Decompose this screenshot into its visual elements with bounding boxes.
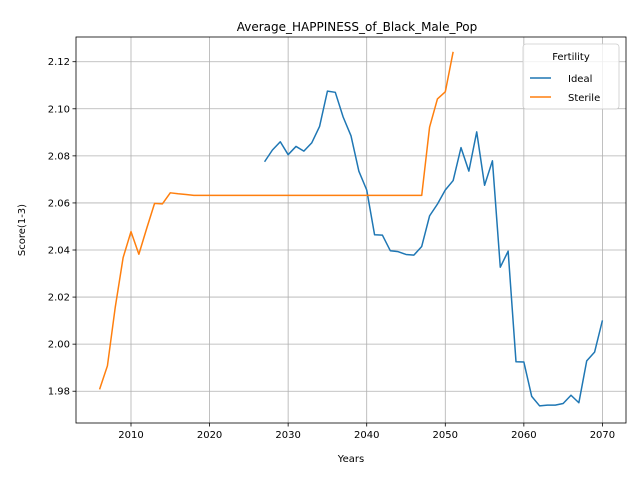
y-tick-label: 2.08: [48, 151, 70, 162]
legend-label-sterile: Sterile: [568, 93, 600, 104]
plot-frame: [75, 36, 627, 424]
x-tick-label: 2030: [275, 430, 300, 441]
chart-title: Average_HAPPINESS_of_Black_Male_Pop: [237, 20, 478, 34]
y-tick-label: 2.02: [48, 293, 70, 304]
y-tick-label: 2.06: [48, 198, 70, 209]
x-tick-label: 2040: [354, 430, 379, 441]
y-tick-label: 2.10: [48, 104, 70, 115]
y-axis-label: Score(1-3): [17, 204, 28, 256]
series-line-sterile: [98, 51, 454, 390]
y-tick-label: 2.04: [48, 246, 70, 257]
x-tick-label: 2050: [433, 430, 458, 441]
y-tick-label: 2.12: [48, 57, 70, 68]
x-tick-label: 2070: [590, 430, 615, 441]
y-axis: 1.98 2.00 2.02 2.04 2.06 2.08 2.10 2.12: [48, 57, 76, 398]
y-tick-label: 1.98: [48, 387, 70, 398]
x-tick-label: 2010: [118, 430, 143, 441]
legend-label-ideal: Ideal: [568, 74, 592, 85]
legend: Fertility Ideal Sterile: [522, 43, 620, 110]
legend-box: [522, 43, 620, 110]
y-tick-label: 2.00: [48, 340, 70, 351]
x-tick-label: 2020: [197, 430, 222, 441]
x-axis-label: Years: [337, 454, 364, 465]
legend-title: Fertility: [552, 52, 590, 63]
series-line-ideal: [263, 90, 604, 407]
x-tick-label: 2060: [511, 430, 536, 441]
series-layer: [98, 51, 604, 407]
x-axis: 2010 2020 2030 2040 2050 2060 2070: [118, 423, 615, 441]
